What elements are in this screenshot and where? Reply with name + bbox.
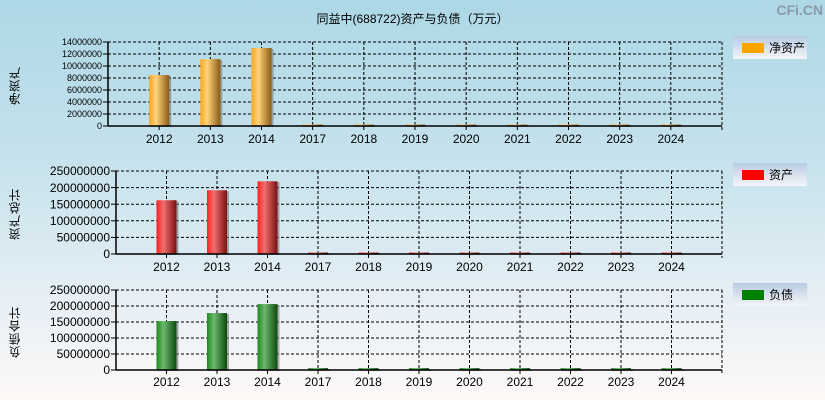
y-tick-label: 150000000 (50, 315, 110, 329)
y-tick-label: 6000000 (67, 85, 102, 95)
x-tick-label: 2017 (305, 260, 332, 274)
legend-total-liabilities: 负债 (733, 283, 807, 306)
bar-2022 (560, 368, 581, 370)
x-tick-label: 2020 (456, 375, 483, 389)
y-tick-label: 4000000 (67, 97, 102, 107)
x-tick-label: 2020 (456, 260, 483, 274)
bar-2018 (358, 368, 379, 370)
y-tick-label: 100000000 (50, 214, 110, 228)
x-tick-label: 2017 (305, 375, 332, 389)
x-tick-label: 2023 (608, 375, 635, 389)
x-tick-label: 2022 (555, 132, 582, 146)
bar-2012 (156, 200, 177, 254)
x-tick-label: 2013 (204, 375, 231, 389)
legend-swatch-icon (742, 42, 764, 53)
legend-label: 负债 (769, 288, 794, 302)
x-tick-label: 2024 (658, 375, 685, 389)
y-tick-label: 100000000 (50, 331, 110, 345)
x-tick-label: 2022 (557, 260, 584, 274)
bar-2014 (251, 48, 272, 126)
y-tick-label: 200000000 (50, 181, 110, 195)
bar-2013 (207, 313, 227, 370)
x-tick-label: 2021 (507, 260, 534, 274)
y-tick-label: 250000000 (50, 164, 110, 178)
bar-2019 (409, 368, 429, 370)
bar-2014 (257, 304, 278, 370)
x-tick-label: 2014 (248, 132, 275, 146)
y-tick-label: 200000000 (50, 299, 110, 313)
x-tick-label: 2023 (608, 260, 635, 274)
legend-net-assets: 净资产 (733, 36, 807, 59)
x-tick-label: 2017 (299, 132, 326, 146)
y-tick-label: 12000000 (62, 49, 102, 59)
bar-2012 (156, 321, 177, 370)
x-tick-label: 2018 (350, 132, 377, 146)
x-tick-label: 2012 (146, 132, 173, 146)
y-tick-label: 0 (103, 247, 110, 261)
bar-2013 (200, 59, 221, 126)
x-tick-label: 2019 (402, 132, 429, 146)
x-tick-label: 2019 (406, 375, 433, 389)
bar-2017 (308, 368, 328, 370)
y-tick-label: 8000000 (67, 73, 102, 83)
bar-2020 (459, 368, 480, 370)
x-tick-label: 2013 (204, 260, 231, 274)
bar-2013 (207, 190, 227, 254)
x-tick-label: 2012 (153, 375, 180, 389)
legend-swatch-icon (742, 289, 764, 300)
x-tick-label: 2023 (606, 132, 633, 146)
watermark-logo: CFi.CN (776, 2, 823, 18)
legend-swatch-icon (742, 169, 764, 180)
y-tick-label: 10000000 (62, 61, 102, 71)
bar-2014 (257, 181, 278, 254)
x-tick-label: 2022 (557, 375, 584, 389)
bar-2021 (510, 368, 530, 370)
x-tick-label: 2012 (153, 260, 180, 274)
y-tick-label: 0 (97, 121, 102, 131)
x-tick-label: 2024 (657, 132, 684, 146)
x-tick-label: 2020 (453, 132, 480, 146)
chart-title: 同益中(688722)资产与负债（万元） (316, 12, 509, 26)
y-tick-label: 0 (103, 363, 110, 377)
y-tick-label: 250000000 (50, 283, 110, 297)
y-tick-label: 50000000 (57, 231, 111, 245)
x-tick-label: 2014 (254, 375, 281, 389)
x-tick-label: 2021 (507, 375, 534, 389)
bar-2024 (661, 368, 682, 370)
x-tick-label: 2018 (355, 260, 382, 274)
legend-label: 净资产 (769, 41, 806, 55)
y-tick-label: 50000000 (57, 347, 111, 361)
x-tick-label: 2018 (355, 375, 382, 389)
y-tick-label: 14000000 (62, 37, 102, 47)
y-tick-label: 2000000 (67, 109, 102, 119)
x-tick-label: 2024 (658, 260, 685, 274)
bar-2012 (149, 75, 170, 126)
legend-total-assets: 资产 (733, 163, 807, 186)
bar-2023 (611, 368, 631, 370)
y-tick-label: 150000000 (50, 197, 110, 211)
x-tick-label: 2021 (504, 132, 531, 146)
x-tick-label: 2014 (254, 260, 281, 274)
legend-label: 资产 (769, 168, 794, 182)
x-tick-label: 2013 (197, 132, 224, 146)
x-tick-label: 2019 (406, 260, 433, 274)
